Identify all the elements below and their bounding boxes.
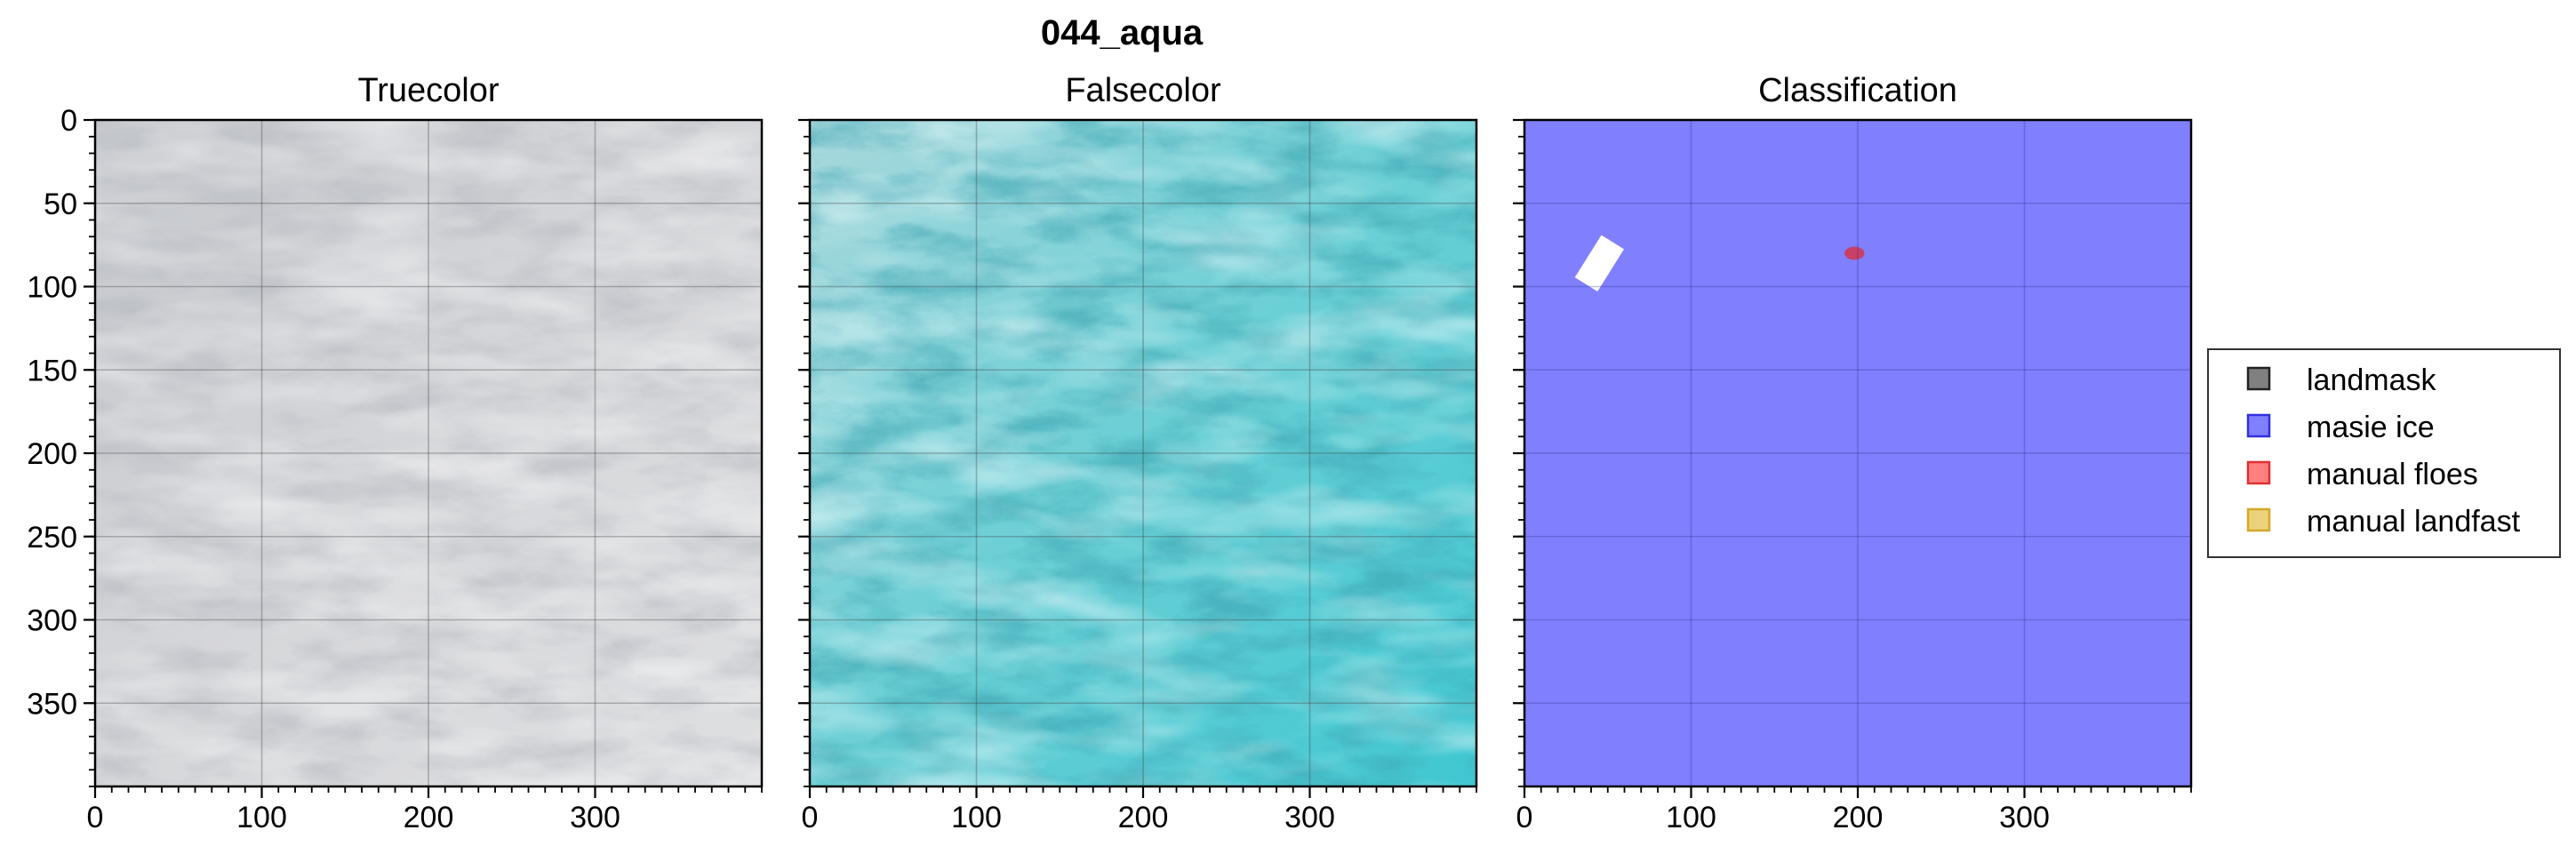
masie-ice-region bbox=[1524, 120, 2191, 786]
grid-falsecolor bbox=[810, 120, 1476, 786]
legend-entry-landmask: landmask bbox=[2246, 363, 2437, 397]
figure-title: 044_aqua bbox=[1041, 13, 1204, 52]
no-data-patch bbox=[1574, 235, 1624, 292]
legend-swatch-manual-floes bbox=[2246, 460, 2271, 485]
y-tick-label: 100 bbox=[27, 271, 77, 305]
legend-swatch-landmask bbox=[2246, 366, 2271, 391]
y-tick-label: 250 bbox=[27, 521, 77, 555]
x-tick-label: 100 bbox=[1666, 801, 1716, 834]
legend-swatch-masie-ice bbox=[2246, 413, 2271, 438]
falsecolor-image bbox=[810, 120, 1476, 786]
legend-swatch-manual-landfast bbox=[2246, 507, 2271, 532]
y-tick-label: 50 bbox=[44, 188, 77, 221]
panel-falsecolor: Falsecolor 0 100 200 300 bbox=[798, 72, 1478, 834]
x-tick-label: 0 bbox=[1516, 801, 1533, 834]
panel-title-classification: Classification bbox=[1758, 72, 1957, 109]
legend-label-manual-floes: manual floes bbox=[2307, 458, 2478, 491]
legend-entry-manual-landfast: manual landfast bbox=[2246, 505, 2521, 539]
x-tick-label: 300 bbox=[1284, 801, 1335, 834]
x-tick-label: 300 bbox=[570, 801, 620, 834]
y-tick-label: 350 bbox=[27, 687, 77, 721]
legend: landmask masie ice manual floes manual l… bbox=[2207, 348, 2561, 558]
panel-classification: Classification 0 100 200 300 bbox=[1513, 72, 2193, 834]
y-tick-label: 150 bbox=[27, 354, 77, 387]
y-tick-label: 300 bbox=[27, 604, 77, 638]
classification-image bbox=[1524, 120, 2191, 786]
panel-title-falsecolor: Falsecolor bbox=[1065, 72, 1221, 109]
legend-label-masie-ice: masie ice bbox=[2307, 411, 2435, 444]
x-tick-label: 0 bbox=[802, 801, 819, 834]
x-tick-label: 200 bbox=[1118, 801, 1169, 834]
legend-label-landmask: landmask bbox=[2307, 363, 2437, 397]
grid-classification bbox=[1524, 120, 2191, 786]
x-tick-label: 100 bbox=[951, 801, 1002, 834]
y-tick-label: 200 bbox=[27, 437, 77, 471]
grid-truecolor bbox=[95, 120, 762, 786]
panel-title-truecolor: Truecolor bbox=[357, 72, 499, 109]
panel-truecolor: Truecolor 0 100 200 300 0 50 100 150 200 250 300 35… bbox=[27, 72, 764, 834]
y-tick-label: 0 bbox=[60, 104, 77, 138]
legend-entry-manual-floes: manual floes bbox=[2246, 458, 2478, 491]
x-tick-label: 200 bbox=[404, 801, 454, 834]
manual-floe-patch bbox=[1844, 246, 1865, 260]
x-tick-label: 200 bbox=[1833, 801, 1884, 834]
truecolor-image bbox=[95, 120, 762, 786]
x-tick-label: 0 bbox=[87, 801, 104, 834]
x-tick-label: 300 bbox=[1999, 801, 2050, 834]
legend-label-manual-landfast: manual landfast bbox=[2307, 505, 2521, 539]
x-tick-label: 100 bbox=[236, 801, 287, 834]
legend-entry-masie-ice: masie ice bbox=[2246, 411, 2435, 444]
